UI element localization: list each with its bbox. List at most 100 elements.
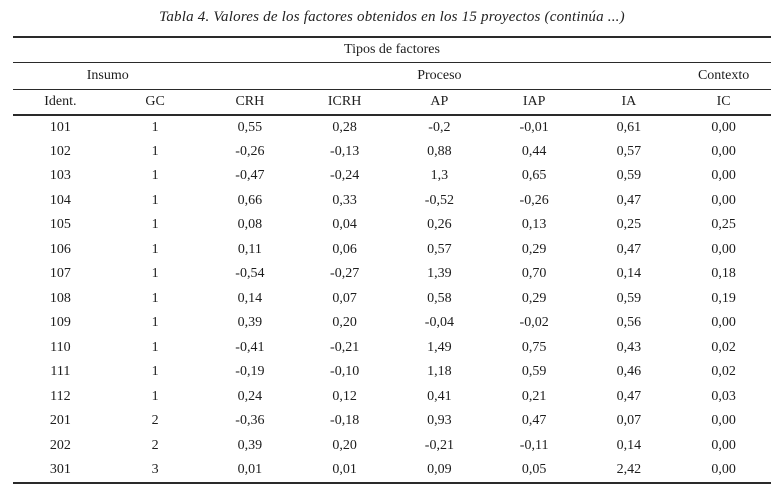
cell-ia: 0,25 [616, 217, 642, 233]
group-header-insumo: Insumo [13, 62, 203, 90]
cell-ap: 0,41 [427, 388, 452, 404]
cell-ic: 0,00 [711, 437, 736, 453]
cell-ic: 0,00 [711, 413, 736, 429]
cell-ic: 0,02 [711, 339, 736, 355]
cell-icrh: 0,20 [332, 437, 357, 453]
cell-ident: 201 [49, 413, 71, 429]
cell-ic: 0,25 [711, 217, 736, 233]
table-row: 103 1 -0,47 -0,24 1,3 0,65 0,59 0,00 [13, 164, 771, 189]
cell-ident: 101 [49, 119, 71, 135]
cell-ap: -0,52 [424, 192, 454, 208]
cell-gc: 1 [151, 266, 159, 282]
table-row: 102 1 -0,26 -0,13 0,88 0,44 0,57 0,00 [13, 140, 771, 165]
cell-iap: 0,47 [521, 413, 547, 429]
cell-crh: -0,36 [235, 413, 265, 429]
cell-ident: 104 [49, 192, 71, 208]
cell-ident: 202 [49, 437, 71, 453]
cell-ic: 0,00 [711, 119, 736, 135]
cell-crh: 0,01 [237, 461, 263, 477]
cell-icrh: -0,18 [330, 413, 360, 429]
cell-ia: 0,57 [616, 143, 642, 159]
cell-ic: 0,00 [711, 168, 736, 184]
table-row: 107 1 -0,54 -0,27 1,39 0,70 0,14 0,18 [13, 262, 771, 287]
cell-ident: 102 [49, 143, 71, 159]
cell-gc: 1 [151, 315, 159, 331]
cell-iap: 0,75 [521, 339, 547, 355]
cell-icrh: 0,07 [332, 290, 357, 306]
group-header-row: Insumo Proceso Contexto [13, 62, 771, 90]
group-header-proceso: Proceso [202, 62, 677, 90]
cell-ident: 112 [50, 388, 71, 404]
cell-iap: 0,70 [521, 266, 547, 282]
super-header-label: Tipos de factores [13, 37, 771, 63]
cell-icrh: 0,28 [332, 119, 357, 135]
cell-crh: 0,39 [237, 315, 263, 331]
cell-icrh: -0,13 [330, 143, 360, 159]
cell-ic: 0,19 [711, 290, 736, 306]
cell-crh: -0,19 [235, 364, 265, 380]
cell-crh: 0,66 [237, 192, 263, 208]
table-row: 108 1 0,14 0,07 0,58 0,29 0,59 0,19 [13, 287, 771, 312]
table-row: 104 1 0,66 0,33 -0,52 -0,26 0,47 0,00 [13, 189, 771, 214]
cell-ident: 106 [49, 241, 71, 257]
cell-ident: 111 [50, 364, 71, 380]
cell-iap: 0,59 [521, 364, 547, 380]
cell-ia: 2,42 [616, 461, 642, 477]
table-row: 202 2 0,39 0,20 -0,21 -0,11 0,14 0,00 [13, 434, 771, 459]
cell-ap: 0,57 [427, 241, 452, 257]
cell-gc: 1 [151, 143, 159, 159]
cell-iap: -0,01 [519, 119, 549, 135]
cell-ap: 0,88 [427, 143, 452, 159]
table-row: 112 1 0,24 0,12 0,41 0,21 0,47 0,03 [13, 385, 771, 410]
cell-gc: 2 [151, 437, 159, 453]
cell-ap: 0,93 [427, 413, 452, 429]
cell-iap: 0,29 [521, 290, 547, 306]
cell-icrh: 0,33 [332, 192, 357, 208]
cell-icrh: -0,27 [330, 266, 360, 282]
table-row: 110 1 -0,41 -0,21 1,49 0,75 0,43 0,02 [13, 336, 771, 361]
cell-gc: 1 [151, 168, 159, 184]
cell-crh: -0,26 [235, 143, 265, 159]
cell-crh: 0,14 [237, 290, 263, 306]
column-header-ic: IC [676, 89, 771, 116]
cell-gc: 1 [151, 364, 159, 380]
table-row: 109 1 0,39 0,20 -0,04 -0,02 0,56 0,00 [13, 311, 771, 336]
cell-ia: 0,07 [616, 413, 642, 429]
cell-crh: 0,24 [237, 388, 263, 404]
cell-ia: 0,47 [616, 388, 642, 404]
cell-icrh: 0,04 [332, 217, 357, 233]
cell-iap: 0,44 [521, 143, 547, 159]
cell-crh: -0,54 [235, 266, 265, 282]
cell-ia: 0,61 [616, 119, 642, 135]
cell-ia: 0,56 [616, 315, 642, 331]
column-header-icrh: ICRH [297, 89, 392, 116]
column-header-ident: Ident. [13, 89, 108, 116]
cell-gc: 1 [151, 119, 159, 135]
cell-crh: 0,39 [237, 437, 263, 453]
table-row: 301 3 0,01 0,01 0,09 0,05 2,42 0,00 [13, 458, 771, 483]
cell-icrh: -0,10 [330, 364, 360, 380]
table-body: 101 1 0,55 0,28 -0,2 -0,01 0,61 0,00 102 1 -0,26 -0… [13, 115, 771, 483]
cell-iap: -0,02 [519, 315, 549, 331]
cell-ap: -0,21 [424, 437, 454, 453]
group-header-contexto: Contexto [676, 62, 771, 90]
table-row: 106 1 0,11 0,06 0,57 0,29 0,47 0,00 [13, 238, 771, 263]
cell-ia: 0,47 [616, 192, 642, 208]
factors-table: Tipos de factores Insumo Proceso Context… [13, 36, 771, 484]
cell-icrh: -0,24 [330, 168, 360, 184]
column-header-iap: IAP [486, 89, 582, 116]
cell-icrh: 0,12 [332, 388, 357, 404]
cell-gc: 1 [151, 339, 159, 355]
cell-ident: 301 [49, 461, 71, 477]
cell-crh: 0,08 [237, 217, 263, 233]
cell-ic: 0,00 [711, 192, 736, 208]
cell-ident: 103 [49, 168, 71, 184]
cell-iap: 0,65 [521, 168, 547, 184]
cell-ap: 1,49 [427, 339, 452, 355]
table-row: 201 2 -0,36 -0,18 0,93 0,47 0,07 0,00 [13, 409, 771, 434]
cell-iap: 0,21 [521, 388, 547, 404]
cell-gc: 1 [151, 192, 159, 208]
cell-ic: 0,03 [711, 388, 736, 404]
cell-ia: 0,43 [616, 339, 642, 355]
